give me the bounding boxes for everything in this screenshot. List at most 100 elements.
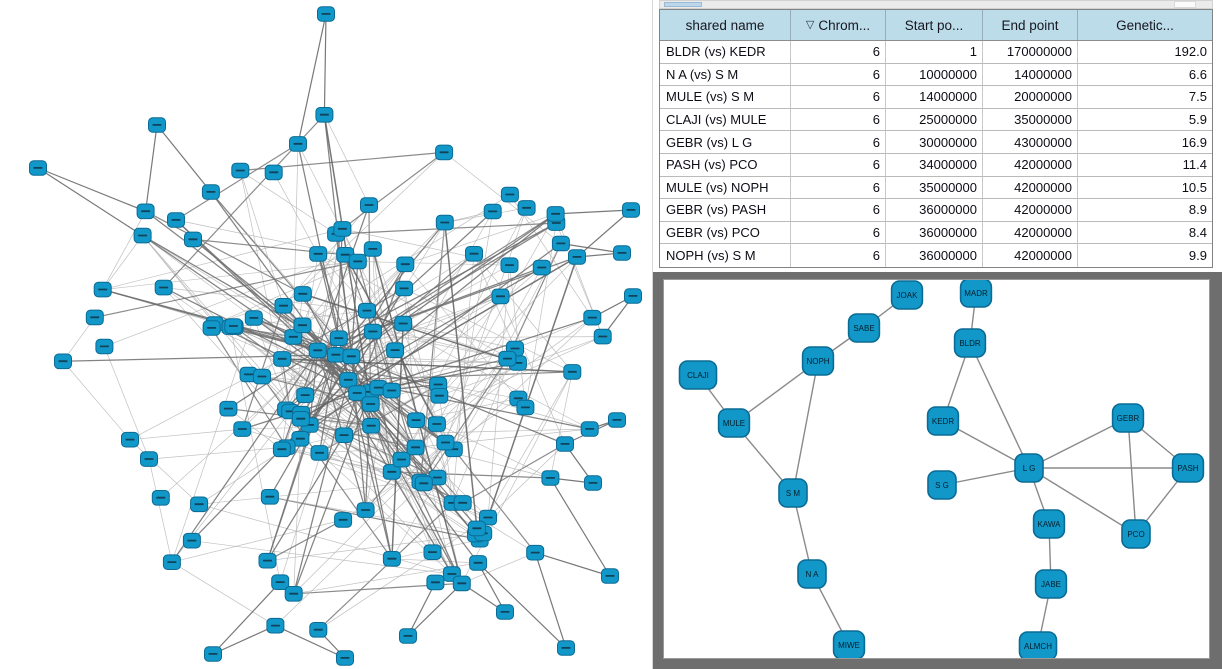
graph-node[interactable] [260,489,279,505]
graph-edge[interactable] [292,143,299,337]
cell-value[interactable]: 6 [791,244,886,267]
graph-edge[interactable] [477,562,567,649]
graph-node[interactable] [624,288,642,304]
graph-edge[interactable] [342,398,519,521]
graph-node[interactable] [334,512,353,528]
graph-edge[interactable] [534,552,567,649]
graph-node[interactable] [453,495,472,511]
subnetwork-node-pash[interactable]: PASH [1171,453,1205,483]
graph-edge[interactable] [535,552,611,577]
column-header-shared-name[interactable]: shared name [660,10,791,40]
graph-edge[interactable] [318,517,489,631]
graph-edge[interactable] [436,213,556,425]
graph-node[interactable] [435,144,454,161]
graph-edge[interactable] [94,260,358,318]
graph-node[interactable] [423,544,442,561]
graph-node[interactable] [382,382,401,399]
graph-edge[interactable] [317,267,543,351]
graph-edge[interactable] [347,379,393,559]
graph-edge[interactable] [317,204,370,351]
graph-edge[interactable] [391,358,508,559]
subnetwork-node-almch[interactable]: ALMCH [1018,631,1058,658]
graph-node[interactable] [601,568,619,584]
subnetwork-node-kedr[interactable]: KEDR [926,406,960,436]
cell-value[interactable]: 34000000 [886,153,983,176]
table-row[interactable]: BLDR (vs) KEDR 6 1 170000000 192.0 [660,41,1212,64]
graph-edge[interactable] [297,143,359,262]
subnetwork-node-noph[interactable]: NOPH [801,346,835,376]
graph-node[interactable] [335,427,354,443]
graph-node[interactable] [608,412,626,428]
cell-value[interactable]: 6 [791,108,886,131]
graph-node[interactable] [219,400,238,417]
graph-node[interactable] [315,107,334,123]
cell-value[interactable]: 6 [791,86,886,108]
subnetwork-node-kawa[interactable]: KAWA [1032,509,1066,539]
graph-edge[interactable] [230,326,402,460]
graph-edge[interactable] [148,446,287,460]
graph-edge[interactable] [391,558,479,564]
subnetwork-edge[interactable] [792,360,819,494]
graph-edge[interactable] [372,331,433,553]
graph-edge[interactable] [423,222,446,484]
graph-edge[interactable] [317,502,454,631]
graph-node[interactable] [568,249,586,265]
graph-node[interactable] [479,509,497,526]
cell-shared-name[interactable]: GEBR (vs) PCO [660,221,791,244]
column-header-chrom-[interactable]: ▽ Chrom... [791,10,886,40]
graph-edge[interactable] [550,371,573,479]
subnetwork-node-miwe[interactable]: MIWE [832,630,866,658]
graph-edge[interactable] [145,124,158,212]
cell-value[interactable]: 1 [886,41,983,63]
graph-edge[interactable] [317,350,453,575]
graph-edge[interactable] [171,317,255,563]
table-row[interactable]: GEBR (vs) PCO 6 36000000 42000000 8.4 [660,221,1212,245]
subnetwork-node-s-m[interactable]: S M [778,478,808,508]
graph-edge[interactable] [444,222,478,529]
graph-edge[interactable] [473,253,573,373]
graph-node[interactable] [556,436,574,452]
graph-node[interactable] [291,431,310,447]
graph-node[interactable] [436,434,455,451]
subnetwork-node-bldr[interactable]: BLDR [953,328,987,358]
main-network-graph[interactable] [0,0,652,669]
graph-edge[interactable] [452,348,516,504]
graph-node[interactable] [392,451,411,468]
cell-shared-name[interactable]: BLDR (vs) KEDR [660,41,791,63]
cell-shared-name[interactable]: GEBR (vs) L G [660,131,791,153]
graph-edge[interactable] [343,434,536,553]
graph-edge[interactable] [148,459,173,563]
cell-value[interactable]: 36000000 [886,244,983,267]
graph-edge[interactable] [323,13,327,115]
subnetwork-edge[interactable] [1127,417,1137,535]
graph-node[interactable] [136,203,155,220]
cell-value[interactable]: 10000000 [886,63,983,86]
graph-node[interactable] [394,315,413,332]
graph-node[interactable] [293,317,312,334]
graph-node[interactable] [363,323,382,340]
graph-node[interactable] [85,309,104,326]
cell-value[interactable]: 6 [791,221,886,244]
graph-edge[interactable] [461,371,573,584]
graph-edge[interactable] [266,391,371,562]
graph-node[interactable] [317,6,335,22]
graph-node[interactable] [584,475,602,491]
graph-edge[interactable] [191,540,452,575]
graph-node[interactable] [148,117,166,133]
column-header-end-point[interactable]: End point [983,10,1078,40]
graph-node[interactable] [182,532,201,549]
graph-edge[interactable] [289,253,475,412]
graph-edge[interactable] [357,317,593,394]
cell-shared-name[interactable]: GEBR (vs) PASH [660,199,791,221]
graph-edge[interactable] [477,562,506,613]
graph-edge[interactable] [461,552,536,584]
graph-edge[interactable] [102,211,146,290]
graph-node[interactable] [517,200,536,216]
graph-edge[interactable] [171,561,276,626]
graph-node[interactable] [93,281,112,298]
cell-value[interactable]: 6 [791,131,886,153]
graph-node[interactable] [428,469,447,486]
graph-edge[interactable] [102,228,343,290]
graph-edge[interactable] [142,235,352,357]
column-header-genetic-[interactable]: Genetic... [1078,10,1212,40]
